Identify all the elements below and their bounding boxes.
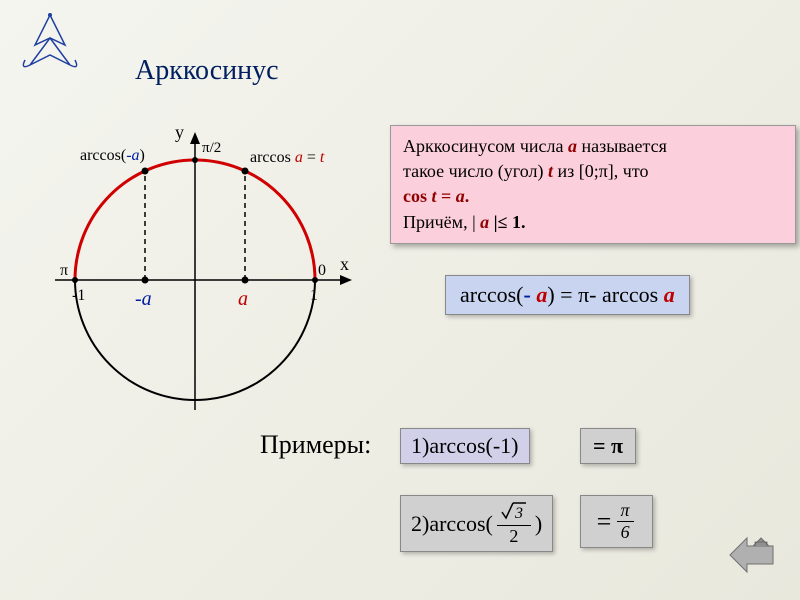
axis-y-label: у [175,122,184,142]
def-text-4: из [0;π], что [553,161,649,181]
pos-a-label: а [238,288,248,310]
formula-p5: π- arccos [578,282,664,307]
def-a-1: а [568,136,577,156]
example-2-lhs: 2)arccos( 3 2 ) [400,495,553,552]
formula-p3: а [536,282,547,307]
formula-p2: - [524,282,537,307]
ex2-rhs-frac: π 6 [617,500,634,543]
nav-home-button[interactable] [725,530,780,585]
ex2-eq: = [595,507,613,537]
ex2-post: ) [535,511,542,537]
def-text-5: Причём, | [403,212,480,232]
def-a-2: а [456,186,465,206]
definition-box: Арккосинусом числа а называется такое чи… [390,125,796,244]
ex2-rhs-den: 6 [617,522,634,543]
def-text-2: называется [577,136,667,156]
page-title: Арккосинус [135,55,279,87]
example-1-rhs: = π [580,428,636,464]
arccos-neg-a-label: аrccos(-а) [80,147,145,164]
neg-one-label: -1 [72,287,85,304]
example-1-lhs: 1)arccos(-1) [400,428,530,464]
logo-ornament [15,10,85,80]
def-text-3: такое число (угол) [403,161,548,181]
def-cos: cos [403,186,432,206]
def-text-6: |≤ 1. [489,212,525,232]
axis-x-label: х [340,254,349,274]
pi-half-label: π/2 [202,140,221,156]
def-a-3: а [480,212,489,232]
ex2-rhs-num: π [617,500,634,522]
identity-formula-box: arccos(- а) = π- arccos а [445,275,690,315]
def-eq: = [437,186,456,206]
ex2-den: 2 [505,526,522,547]
neg-a-label: -а [135,288,152,310]
examples-heading: Примеры: [260,430,371,460]
pos-one-label: 1 [310,287,318,304]
def-text-1: Арккосинусом числа [403,136,568,156]
ex2-pre: 2)arccos( [411,511,493,537]
ex2-frac: 3 2 [497,500,531,547]
formula-p4: ) = [547,282,578,307]
formula-p6: а [664,282,675,307]
unit-circle-diagram: у х π/2 π 0 -1 1 -а а аrccos(-а) аrccos … [30,120,360,435]
arccos-a-label: аrccos а = t [250,149,325,166]
pi-label: π [60,262,68,279]
zero-label: 0 [318,262,326,279]
ex2-num: 3 [497,500,531,526]
example-2-rhs: = π 6 [580,495,653,548]
def-dot: . [465,186,470,206]
formula-p1: arccos( [460,282,524,307]
svg-text:3: 3 [514,505,523,520]
